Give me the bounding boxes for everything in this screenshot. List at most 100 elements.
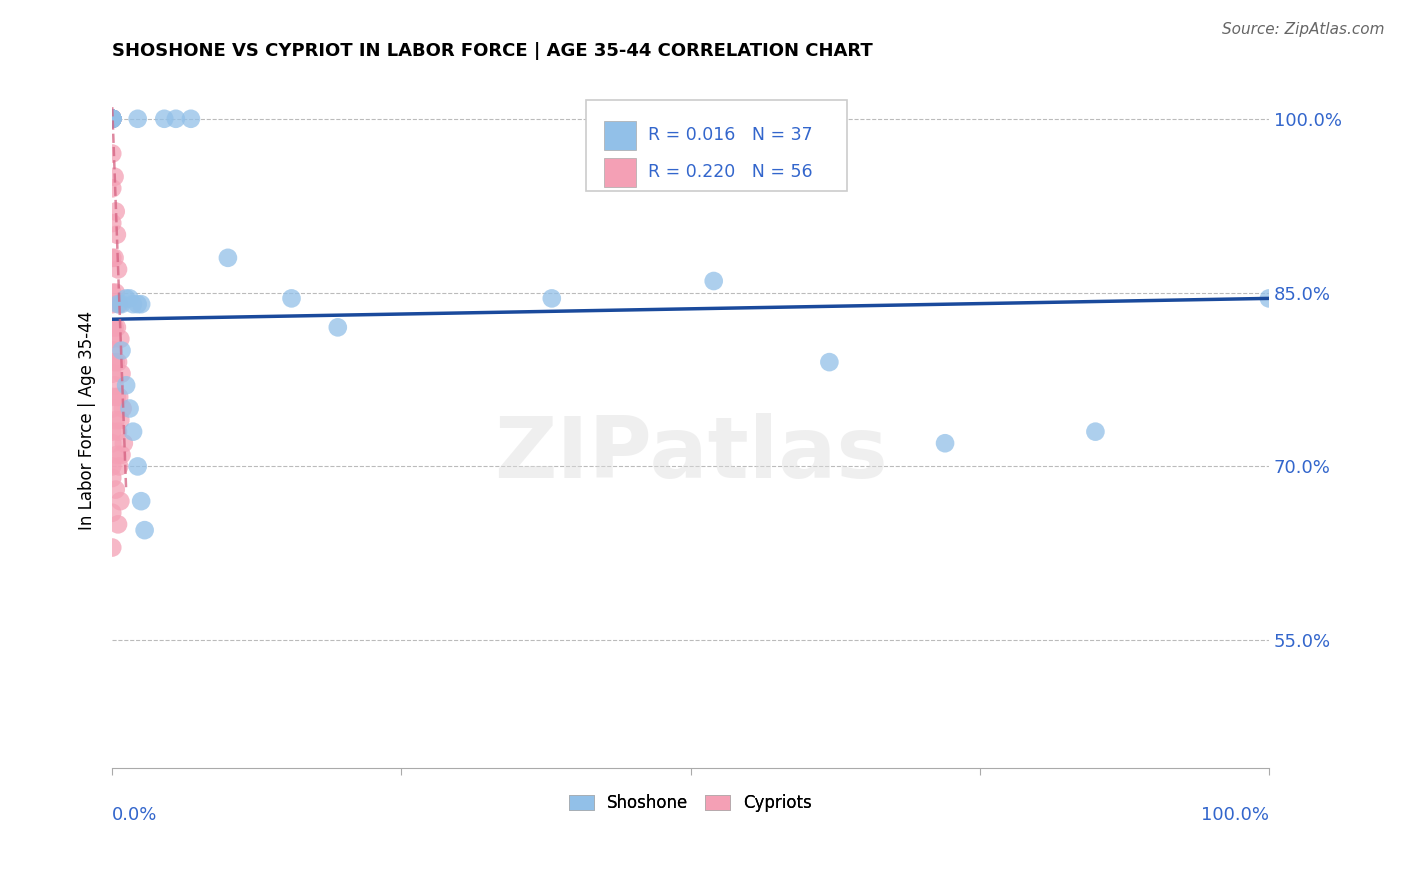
Point — [101, 390, 124, 404]
Point — [101, 112, 124, 126]
Point — [122, 297, 145, 311]
Point — [110, 332, 132, 346]
Point — [101, 112, 124, 126]
Point — [101, 297, 124, 311]
Point — [107, 355, 129, 369]
Point — [104, 285, 127, 300]
Point — [165, 112, 187, 126]
Point — [101, 112, 124, 126]
Point — [108, 459, 131, 474]
Point — [101, 112, 124, 126]
Point — [101, 112, 124, 126]
Text: R = 0.016   N = 37: R = 0.016 N = 37 — [648, 127, 813, 145]
Point — [101, 112, 124, 126]
Text: Source: ZipAtlas.com: Source: ZipAtlas.com — [1222, 22, 1385, 37]
Point — [818, 355, 841, 369]
Point — [104, 355, 127, 369]
Point — [107, 517, 129, 532]
Point — [104, 413, 127, 427]
Point — [101, 425, 124, 439]
Point — [110, 367, 132, 381]
Point — [101, 112, 124, 126]
Point — [101, 112, 124, 126]
Point — [101, 181, 124, 195]
Point — [101, 251, 124, 265]
FancyBboxPatch shape — [586, 100, 846, 191]
Point — [129, 494, 152, 508]
Point — [101, 112, 124, 126]
Point — [101, 112, 124, 126]
Point — [153, 112, 176, 126]
Point — [180, 112, 202, 126]
Point — [101, 112, 124, 126]
Point — [107, 425, 129, 439]
Point — [934, 436, 956, 450]
FancyBboxPatch shape — [603, 158, 637, 186]
Point — [115, 292, 138, 306]
Point — [101, 401, 124, 416]
Point — [129, 297, 152, 311]
Point — [115, 378, 138, 392]
Point — [105, 320, 128, 334]
Point — [101, 112, 124, 126]
Point — [101, 112, 124, 126]
Point — [103, 343, 125, 358]
Y-axis label: In Labor Force | Age 35-44: In Labor Force | Age 35-44 — [79, 310, 96, 530]
Text: R = 0.220   N = 56: R = 0.220 N = 56 — [648, 163, 813, 181]
Point — [103, 320, 125, 334]
Point — [101, 112, 124, 126]
Point — [101, 367, 124, 381]
Legend: Shoshone, Cypriots: Shoshone, Cypriots — [562, 787, 818, 819]
Point — [104, 204, 127, 219]
Point — [101, 146, 124, 161]
Point — [101, 541, 124, 555]
Point — [101, 332, 124, 346]
Point — [108, 297, 131, 311]
Point — [101, 285, 124, 300]
Point — [217, 251, 239, 265]
Point — [103, 251, 125, 265]
Point — [103, 378, 125, 392]
Point — [1084, 425, 1107, 439]
Point — [105, 227, 128, 242]
Text: 100.0%: 100.0% — [1201, 806, 1270, 824]
Point — [703, 274, 725, 288]
Point — [101, 216, 124, 230]
Point — [110, 448, 132, 462]
Point — [280, 292, 302, 306]
Point — [127, 297, 149, 311]
Point — [111, 401, 134, 416]
Point — [112, 436, 135, 450]
Point — [101, 355, 124, 369]
Point — [540, 292, 562, 306]
Point — [118, 401, 141, 416]
Point — [110, 494, 132, 508]
Point — [105, 390, 128, 404]
Point — [101, 112, 124, 126]
Point — [101, 320, 124, 334]
Point — [101, 112, 124, 126]
Point — [104, 483, 127, 497]
Point — [110, 413, 132, 427]
Point — [107, 262, 129, 277]
Point — [101, 112, 124, 126]
Text: ZIPatlas: ZIPatlas — [494, 413, 887, 496]
Point — [101, 112, 124, 126]
Point — [110, 297, 132, 311]
FancyBboxPatch shape — [603, 120, 637, 150]
Text: 0.0%: 0.0% — [112, 806, 157, 824]
Point — [101, 459, 124, 474]
Point — [103, 169, 125, 184]
Point — [101, 471, 124, 485]
Point — [110, 343, 132, 358]
Point — [101, 436, 124, 450]
Point — [101, 506, 124, 520]
Point — [108, 390, 131, 404]
Point — [107, 297, 129, 311]
Point — [134, 523, 156, 537]
Point — [127, 459, 149, 474]
Point — [101, 112, 124, 126]
Text: SHOSHONE VS CYPRIOT IN LABOR FORCE | AGE 35-44 CORRELATION CHART: SHOSHONE VS CYPRIOT IN LABOR FORCE | AGE… — [112, 42, 873, 60]
Point — [127, 112, 149, 126]
Point — [122, 425, 145, 439]
